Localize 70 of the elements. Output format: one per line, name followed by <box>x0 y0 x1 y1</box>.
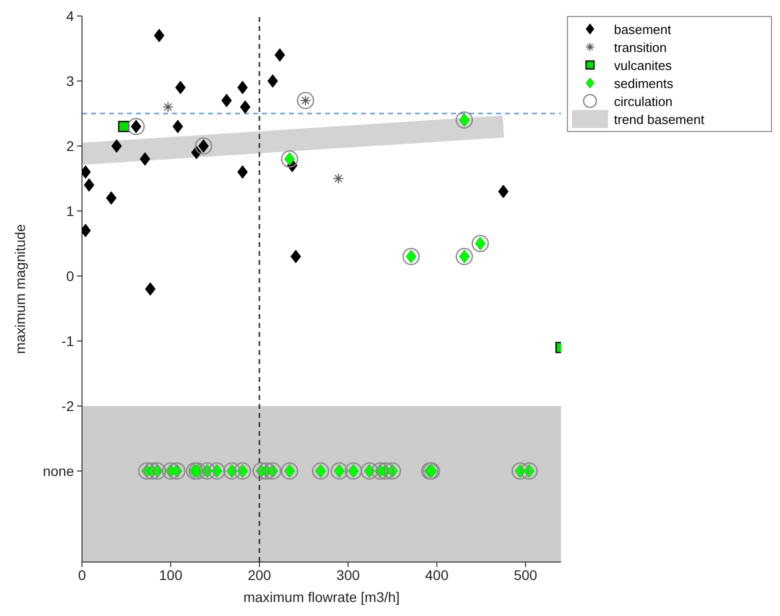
point <box>264 462 282 480</box>
y-tick-label: 2 <box>66 138 74 154</box>
point <box>154 28 164 42</box>
point <box>252 462 270 480</box>
point <box>106 191 117 205</box>
point <box>168 462 186 480</box>
point <box>148 462 166 480</box>
point <box>237 165 248 179</box>
point <box>472 234 489 252</box>
point <box>194 137 212 155</box>
point <box>344 462 362 480</box>
legend-label: vulcanites <box>614 58 672 72</box>
point <box>258 462 276 480</box>
legend-label: circulation <box>614 94 673 108</box>
point <box>198 462 216 480</box>
point <box>280 462 298 480</box>
point <box>376 462 394 480</box>
point <box>498 184 509 198</box>
legend-label: sediments <box>614 76 674 90</box>
point <box>221 94 232 108</box>
x-tick-label: 500 <box>514 566 538 583</box>
point <box>290 250 302 264</box>
point <box>402 248 420 266</box>
x-tick-label: 0 <box>78 566 86 583</box>
legend-label: trend basement <box>614 112 704 126</box>
y-tick-label: 1 <box>66 202 74 219</box>
point <box>138 462 156 480</box>
point <box>143 462 161 480</box>
point <box>296 92 314 110</box>
point <box>267 74 278 88</box>
x-tick-label: 200 <box>248 566 272 583</box>
point <box>371 462 389 480</box>
y-tick-label: 3 <box>66 72 74 89</box>
point <box>175 80 186 94</box>
point <box>512 462 529 480</box>
point <box>360 462 378 480</box>
y-tick-label: 4 <box>66 8 74 24</box>
x-axis-title: maximum flowrate [m3/h] <box>243 589 400 605</box>
point <box>237 80 248 94</box>
point <box>332 173 344 184</box>
point <box>208 462 226 480</box>
legend-label: basement <box>614 22 672 36</box>
y-tick-label: -2 <box>62 398 74 414</box>
point <box>456 248 473 266</box>
point <box>127 118 145 136</box>
y-tick-label: none <box>42 462 74 479</box>
point <box>140 152 150 166</box>
x-tick-label: 400 <box>425 566 449 583</box>
point <box>234 462 252 480</box>
y-axis-title: maximum magnitude <box>12 224 28 354</box>
point <box>456 111 473 129</box>
point <box>384 462 402 480</box>
point <box>111 139 122 153</box>
point <box>280 150 298 168</box>
point <box>145 282 156 296</box>
point <box>520 462 538 480</box>
point <box>330 462 348 480</box>
y-tick-label: 0 <box>66 268 74 284</box>
point <box>162 102 174 112</box>
point <box>223 462 241 480</box>
x-tick-label: 300 <box>336 566 360 583</box>
point <box>172 120 184 134</box>
point <box>274 48 286 62</box>
point <box>162 462 180 480</box>
x-tick-label: 100 <box>159 566 183 583</box>
point <box>84 178 94 192</box>
legend-label: transition <box>614 40 667 54</box>
point <box>312 462 330 480</box>
y-tick-label: -1 <box>62 332 74 349</box>
point <box>240 100 250 114</box>
